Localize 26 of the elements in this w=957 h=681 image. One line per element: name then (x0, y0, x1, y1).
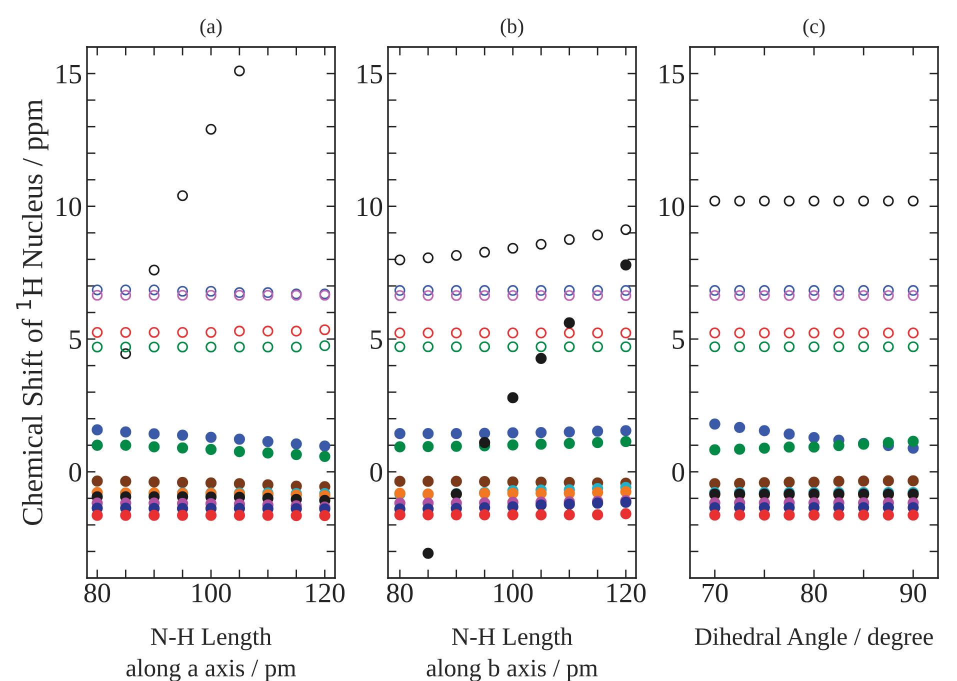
x-tick-label: 80 (84, 584, 110, 602)
y-tick-label: 5 (370, 330, 382, 349)
chart-title: (b) (500, 18, 524, 38)
y-axis-title: Chemical Shift of $^{1}$H Nucleus / ppm (16, 99, 48, 525)
y-tick-label: 5 (672, 330, 684, 349)
y-tick-label: 15 (660, 64, 684, 84)
x-tick-label: 120 (306, 584, 345, 602)
x-tick-label: 70 (702, 584, 728, 602)
x-tick-label: 100 (494, 584, 533, 602)
y-tick-label: 0 (370, 462, 382, 482)
y-tick-label: 15 (56, 64, 82, 84)
chart-title: (a) (200, 18, 222, 38)
chart-title: (c) (803, 18, 825, 38)
x-axis-title: Dihedral Angle / degree (694, 627, 933, 650)
x-tick-label: 90 (900, 584, 926, 602)
y-tick-label: 0 (69, 462, 82, 482)
x-tick-label: 100 (192, 584, 231, 602)
x-tick-label: 120 (607, 584, 646, 602)
y-tick-label: 0 (672, 462, 684, 482)
y-tick-label: 10 (358, 197, 382, 216)
y-tick-label: 10 (660, 197, 684, 216)
y-tick-label: 10 (56, 197, 82, 216)
y-tick-label: 15 (358, 64, 382, 84)
x-tick-label: 80 (387, 584, 413, 602)
x-tick-label: 80 (801, 584, 827, 602)
y-tick-label: 5 (70, 330, 82, 349)
